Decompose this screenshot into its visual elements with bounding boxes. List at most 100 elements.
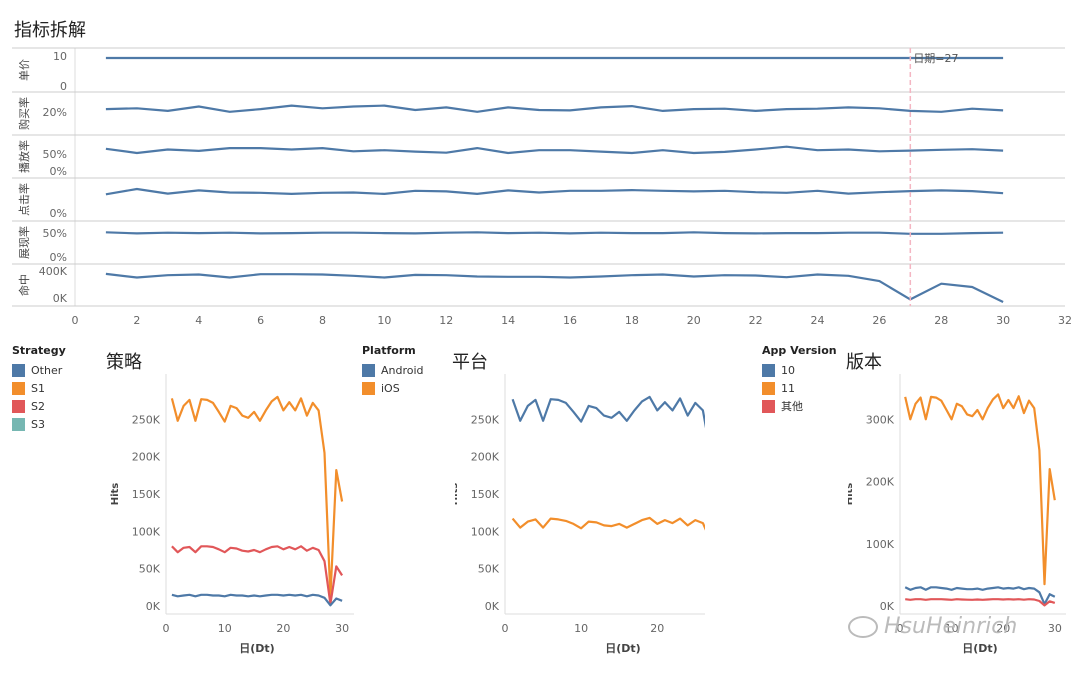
legend-platform-item-android[interactable]: Android <box>362 361 424 379</box>
x-tick-label: 0 <box>72 314 79 327</box>
x-tick-label: 24 <box>811 314 825 327</box>
series-line <box>904 393 1056 586</box>
y-tick-label: 50K <box>478 563 500 576</box>
date-marker-label: 日期=27 <box>913 52 958 65</box>
legend-version-item-other[interactable]: 其他 <box>762 397 837 415</box>
series-line <box>105 104 1004 113</box>
legend-version-item-10[interactable]: 10 <box>762 361 837 379</box>
x-tick-label: 0 <box>163 622 170 635</box>
legend-strategy-item-s3[interactable]: S3 <box>12 415 66 433</box>
legend-swatch <box>12 417 25 431</box>
y-tick-label: 0 <box>60 80 67 93</box>
version-hits-chart: 0K 100K 200K 300K 0 10 20 30 Hits 日(Dt) <box>848 374 1066 655</box>
y-tick-label: 0K <box>146 600 161 613</box>
y-tick-label: 50% <box>43 148 67 161</box>
x-tick-label: 10 <box>574 622 588 635</box>
x-tick-label: 30 <box>1048 622 1062 635</box>
series-line <box>105 272 1004 303</box>
strategy-hits-chart: 0K 50K 100K 150K 200K 250K 0 10 20 30 Hits 日(Dt) <box>110 374 354 655</box>
dashboard-title: 指标拆解 <box>14 20 86 41</box>
y-tick-label: 150K <box>471 488 500 501</box>
y-tick-label: 0K <box>485 600 500 613</box>
legend-swatch <box>12 399 25 413</box>
watermark-text: HsuHeinrich <box>884 614 1018 639</box>
legend-label: S3 <box>31 417 45 431</box>
x-tick-label: 20 <box>687 314 701 327</box>
x-tick-label: 20 <box>650 622 664 635</box>
series-line <box>511 516 705 531</box>
chart-title-strategy: 策略 <box>106 352 142 373</box>
series-line <box>171 593 343 607</box>
legend-label: Android <box>381 363 424 377</box>
x-axis-title: 日(Dt) <box>239 642 274 655</box>
y-tick-label: 400K <box>39 265 68 278</box>
wechat-icon <box>848 616 878 638</box>
row-label: 点击率 <box>17 183 31 216</box>
legend-version-title: App Version <box>762 344 837 357</box>
series-line <box>105 187 1004 196</box>
legend-swatch <box>12 363 25 377</box>
row-label: 命中 <box>17 274 31 296</box>
legend-swatch <box>362 363 375 377</box>
y-tick-label: 20% <box>43 106 67 119</box>
x-tick-label: 14 <box>501 314 515 327</box>
legend-swatch <box>762 363 775 377</box>
legend-swatch <box>762 381 775 395</box>
y-tick-label: 0K <box>880 600 895 613</box>
x-tick-label: 6 <box>257 314 264 327</box>
x-tick-label: 28 <box>934 314 948 327</box>
x-tick-label: 8 <box>319 314 326 327</box>
x-tick-label: 20 <box>276 622 290 635</box>
y-tick-label: 300K <box>866 413 895 426</box>
legend-platform-title: Platform <box>362 344 416 357</box>
metric-decomposition-chart: 单价 10 0 购买率 20% 播放率 50% 0% 点击率 0% 展现率 50% 0% 命中 400K 0K… <box>12 47 1072 327</box>
y-axis-title: Hits <box>110 483 121 506</box>
chart-title-version: 版本 <box>846 352 882 373</box>
x-tick-label: 32 <box>1058 314 1072 327</box>
y-tick-label: 100K <box>132 525 161 538</box>
watermark: HsuHeinrich <box>848 614 1017 639</box>
y-tick-label: 0% <box>50 251 67 264</box>
legend-label: 11 <box>781 381 795 395</box>
y-tick-label: 200K <box>132 451 161 464</box>
row-label: 购买率 <box>17 97 31 130</box>
y-axis-title: Hits <box>455 483 460 506</box>
x-tick-label: 10 <box>377 314 391 327</box>
legend-strategy-item-other[interactable]: Other <box>12 361 66 379</box>
legend-label: 10 <box>781 363 795 377</box>
y-tick-label: 250K <box>471 413 500 426</box>
x-tick-label: 26 <box>872 314 886 327</box>
y-tick-label: 200K <box>471 451 500 464</box>
y-tick-label: 10 <box>53 50 67 63</box>
legend-strategy-title: Strategy <box>12 344 66 357</box>
legend-swatch <box>12 381 25 395</box>
x-tick-label: 30 <box>996 314 1010 327</box>
row-label: 展现率 <box>17 226 31 259</box>
chart-title-platform: 平台 <box>452 352 488 373</box>
y-tick-label: 100K <box>866 538 895 551</box>
series-line <box>905 598 1056 607</box>
x-tick-label: 18 <box>625 314 639 327</box>
y-tick-label: 0% <box>50 165 67 178</box>
y-tick-label: 200K <box>866 476 895 489</box>
y-tick-label: 50% <box>43 227 67 240</box>
legend-strategy-item-s1[interactable]: S1 <box>12 379 66 397</box>
x-tick-label: 2 <box>133 314 140 327</box>
legend-strategy: Strategy Other S1 S2 S3 <box>12 344 66 433</box>
legend-label: Other <box>31 363 63 377</box>
legend-version-item-11[interactable]: 11 <box>762 379 837 397</box>
legend-label: S1 <box>31 381 45 395</box>
series-line <box>171 545 344 605</box>
row-label: 单价 <box>18 59 31 81</box>
y-tick-label: 0% <box>50 207 67 220</box>
legend-label: 其他 <box>781 400 803 413</box>
legend-platform-item-ios[interactable]: iOS <box>362 379 424 397</box>
legend-strategy-item-s2[interactable]: S2 <box>12 397 66 415</box>
y-tick-label: 250K <box>132 413 161 426</box>
x-axis-title: 日(Dt) <box>962 642 997 655</box>
x-axis-title: 日(Dt) <box>605 642 640 655</box>
legend-label: iOS <box>381 381 400 395</box>
legend-swatch <box>362 381 375 395</box>
